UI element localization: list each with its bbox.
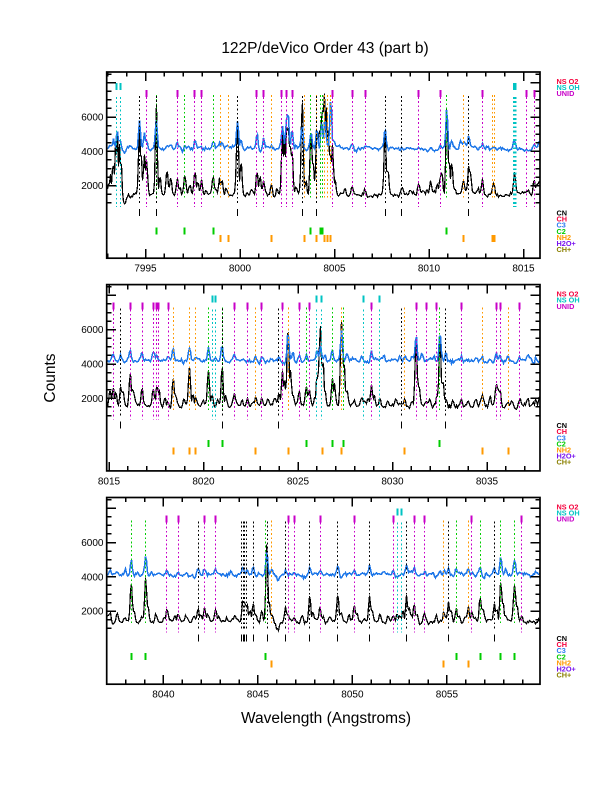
svg-text:CN: CN xyxy=(557,634,568,643)
svg-text:CH+: CH+ xyxy=(557,245,572,254)
svg-text:NS OH: NS OH xyxy=(557,296,580,305)
svg-text:7995: 7995 xyxy=(134,264,157,275)
svg-text:NS OH: NS OH xyxy=(557,509,580,518)
svg-text:CN: CN xyxy=(557,209,568,218)
svg-text:CH+: CH+ xyxy=(557,458,572,467)
svg-text:8040: 8040 xyxy=(152,690,175,701)
svg-text:6000: 6000 xyxy=(81,538,104,549)
svg-text:NH2: NH2 xyxy=(557,446,572,455)
svg-text:8015: 8015 xyxy=(98,476,121,487)
svg-text:C3: C3 xyxy=(557,433,566,442)
svg-text:8055: 8055 xyxy=(436,690,459,701)
svg-text:Wavelength (Angstroms): Wavelength (Angstroms) xyxy=(241,710,411,727)
svg-text:UNID: UNID xyxy=(557,302,575,311)
svg-text:UNID: UNID xyxy=(557,89,575,98)
svg-text:NS O2: NS O2 xyxy=(557,503,579,512)
svg-text:CH+: CH+ xyxy=(557,671,572,680)
svg-text:4000: 4000 xyxy=(81,572,104,583)
svg-text:6000: 6000 xyxy=(81,113,104,124)
svg-text:8020: 8020 xyxy=(192,476,215,487)
svg-text:NH2: NH2 xyxy=(557,233,572,242)
svg-text:8035: 8035 xyxy=(476,476,499,487)
svg-text:6000: 6000 xyxy=(81,325,104,336)
svg-text:NS OH: NS OH xyxy=(557,83,580,92)
svg-text:8025: 8025 xyxy=(287,476,310,487)
svg-text:H2O+: H2O+ xyxy=(557,452,576,461)
svg-text:NS O2: NS O2 xyxy=(557,290,579,299)
svg-text:C2: C2 xyxy=(557,439,566,448)
svg-text:C2: C2 xyxy=(557,227,566,236)
svg-text:H2O+: H2O+ xyxy=(557,665,576,674)
svg-text:NS O2: NS O2 xyxy=(557,77,579,86)
svg-text:8010: 8010 xyxy=(418,264,441,275)
svg-text:2000: 2000 xyxy=(81,181,104,192)
svg-text:2000: 2000 xyxy=(81,607,104,618)
svg-text:Counts: Counts xyxy=(42,353,59,402)
svg-text:CH: CH xyxy=(557,640,568,649)
svg-text:122P/deVico Order 43 (part b): 122P/deVico Order 43 (part b) xyxy=(221,40,428,57)
svg-text:C2: C2 xyxy=(557,652,566,661)
svg-text:4000: 4000 xyxy=(81,147,104,158)
svg-text:C3: C3 xyxy=(557,221,566,230)
svg-text:NH2: NH2 xyxy=(557,658,572,667)
svg-text:CH: CH xyxy=(557,427,568,436)
svg-text:4000: 4000 xyxy=(81,360,104,371)
svg-text:C3: C3 xyxy=(557,646,566,655)
svg-text:CH: CH xyxy=(557,215,568,224)
svg-text:8000: 8000 xyxy=(229,264,252,275)
svg-text:8045: 8045 xyxy=(247,690,270,701)
svg-text:2000: 2000 xyxy=(81,394,104,405)
svg-text:8050: 8050 xyxy=(341,690,364,701)
svg-text:CN: CN xyxy=(557,421,568,430)
svg-text:8015: 8015 xyxy=(512,264,535,275)
svg-text:H2O+: H2O+ xyxy=(557,239,576,248)
svg-text:8030: 8030 xyxy=(381,476,404,487)
svg-text:8005: 8005 xyxy=(323,264,346,275)
svg-text:UNID: UNID xyxy=(557,515,575,524)
